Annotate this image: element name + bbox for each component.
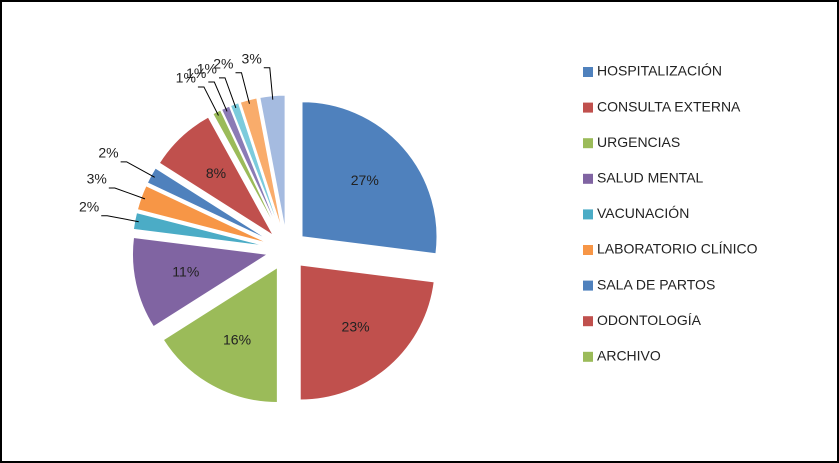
leader-line <box>101 215 139 223</box>
legend-swatch <box>583 138 593 149</box>
legend-label: CONSULTA EXTERNA <box>597 98 741 114</box>
leader-line <box>197 86 219 116</box>
legend-label: LABORATORIO CLÍNICO <box>597 241 758 257</box>
data-label: 11% <box>172 263 199 279</box>
legend-swatch <box>583 173 593 184</box>
legend-swatch <box>583 245 593 255</box>
data-label: 16% <box>223 332 251 348</box>
legend-label: HOSPITALIZACIÓN <box>597 63 722 79</box>
data-label: 27% <box>351 172 379 188</box>
legend-swatch <box>583 351 593 362</box>
data-label: 1% <box>197 61 217 77</box>
leader-line <box>108 187 146 200</box>
leader-line <box>208 81 228 112</box>
legend-swatch <box>583 102 593 113</box>
legend-label: SALUD MENTAL <box>597 170 704 186</box>
legend-swatch <box>583 67 593 77</box>
pie-slice <box>158 116 274 236</box>
data-label: 1% <box>176 70 196 86</box>
legend-label: ARCHIVO <box>597 348 661 364</box>
data-label: 8% <box>206 165 226 181</box>
data-label: 2% <box>79 198 99 214</box>
legend-label: SALA DE PARTOS <box>597 276 715 292</box>
leader-line <box>235 72 250 104</box>
legend-label: VACUNACIÓN <box>597 205 689 221</box>
leader-line <box>120 161 155 178</box>
legend-label: ODONTOLOGÍA <box>597 312 702 328</box>
data-label: 3% <box>87 171 107 187</box>
pie-slice <box>299 264 435 401</box>
pie-slice <box>162 266 278 404</box>
legend-swatch <box>583 280 593 291</box>
data-label: 2% <box>213 55 233 71</box>
data-label: 2% <box>98 145 118 161</box>
legend-swatch <box>583 209 593 220</box>
pie-slice <box>301 101 438 255</box>
pie-slice <box>131 236 269 328</box>
leader-line <box>219 77 237 109</box>
legend-label: URGENCIAS <box>597 134 680 150</box>
data-label: 1% <box>186 65 206 81</box>
data-label: 3% <box>242 51 262 67</box>
legend-swatch <box>583 316 593 327</box>
leader-line <box>263 67 274 100</box>
data-label: 23% <box>342 318 370 334</box>
